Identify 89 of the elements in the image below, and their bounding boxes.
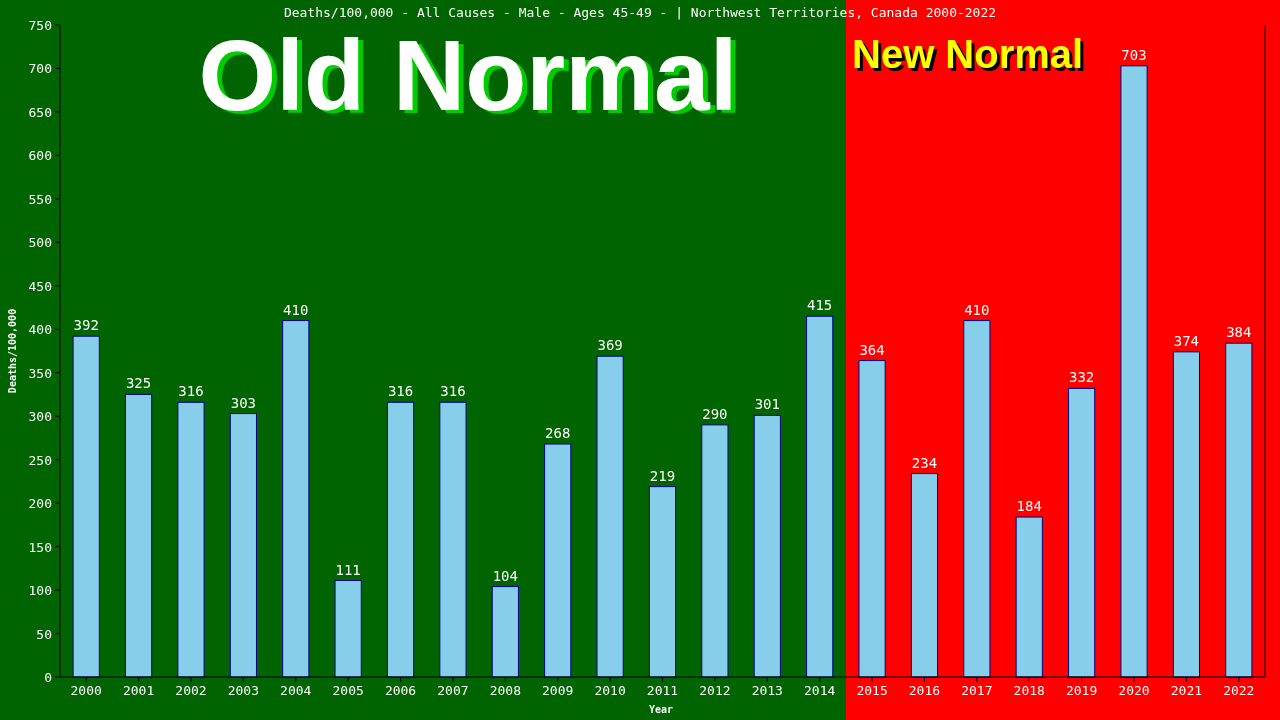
y-tick-label: 650 [28,104,52,120]
y-tick-label: 500 [28,235,52,251]
data-label: 392 [73,317,99,334]
x-tick-label: 2011 [646,683,679,698]
data-label: 301 [754,396,780,413]
bar [386,401,415,678]
bar [177,401,205,678]
x-tick-label: 2001 [122,683,155,698]
y-tick-label: 350 [28,365,52,381]
y-tick-label: 400 [28,322,52,338]
x-axis-title: Year [648,704,674,715]
data-label: 184 [1016,498,1042,515]
x-tick-label: 2006 [384,683,417,698]
bar [596,355,624,678]
bar [1172,351,1201,678]
y-tick-label: 600 [28,148,52,164]
x-tick-label: 2009 [542,683,574,698]
x-tick-label: 2019 [1065,683,1098,698]
y-tick-label: 700 [28,61,52,77]
x-tick-label: 2015 [856,683,888,698]
x-tick-label: 2013 [751,683,783,698]
bar [229,413,257,678]
x-tick-label: 2003 [227,683,260,698]
data-label: 111 [335,561,361,578]
bar [334,580,362,678]
data-label: 325 [125,375,152,392]
data-label: 104 [492,567,518,584]
data-label: 364 [859,341,885,358]
data-label: 369 [597,337,623,354]
y-tick-label: 550 [28,191,52,207]
x-tick-label: 2018 [1013,683,1045,698]
data-label: 316 [178,383,204,400]
data-label: 303 [230,394,257,411]
data-label: 290 [702,405,728,422]
bar [124,393,153,678]
x-tick-label: 2022 [1223,683,1255,698]
x-tick-label: 2020 [1118,683,1150,698]
data-label: 410 [283,301,309,318]
x-tick-label: 2004 [280,683,312,698]
bar [753,414,781,678]
y-tick-label: 450 [28,278,52,294]
bar [1120,65,1148,678]
y-tick-label: 300 [28,409,52,425]
band-label: New Normal [852,32,1084,76]
bar [1225,342,1253,678]
bar [491,586,519,678]
bar [963,320,991,678]
bar [701,424,729,678]
data-label: 268 [545,425,571,442]
bar [72,335,100,678]
y-tick-label: 100 [28,583,52,599]
bar [1015,516,1043,678]
x-tick-label: 2005 [332,683,364,698]
data-label: 234 [911,454,938,471]
x-tick-label: 2008 [489,683,521,698]
y-tick-label: 0 [44,670,52,685]
bar [544,443,572,678]
y-tick-label: 150 [28,539,52,555]
x-tick-label: 2010 [594,683,626,698]
x-tick-label: 2017 [961,683,993,698]
data-label: 703 [1121,46,1147,63]
x-tick-label: 2000 [70,683,102,698]
bar [648,486,677,678]
x-tick-label: 2014 [804,683,836,698]
y-tick-label: 200 [28,496,52,512]
x-tick-label: 2016 [908,683,941,698]
bar [910,473,939,678]
bar [282,320,310,678]
data-label: 384 [1226,324,1252,341]
data-label: 316 [440,383,466,400]
y-tick-label: 750 [28,18,52,33]
x-tick-label: 2021 [1170,683,1203,698]
y-tick-label: 250 [28,452,52,468]
data-label: 415 [807,297,833,314]
data-label: 410 [964,301,990,318]
bar [858,360,886,678]
band-label: Old Normal [198,19,738,131]
x-tick-label: 2002 [175,683,207,698]
data-label: 219 [649,467,676,484]
bar [439,401,467,678]
y-axis-title: Deaths/100,000 [7,308,18,394]
bar [1068,387,1096,678]
y-tick-label: 50 [36,626,52,642]
x-tick-label: 2007 [437,683,469,698]
x-tick-label: 2012 [699,683,731,698]
data-label: 374 [1173,332,1200,349]
bar [806,315,834,678]
data-label: 332 [1068,369,1095,386]
data-label: 316 [387,383,414,400]
